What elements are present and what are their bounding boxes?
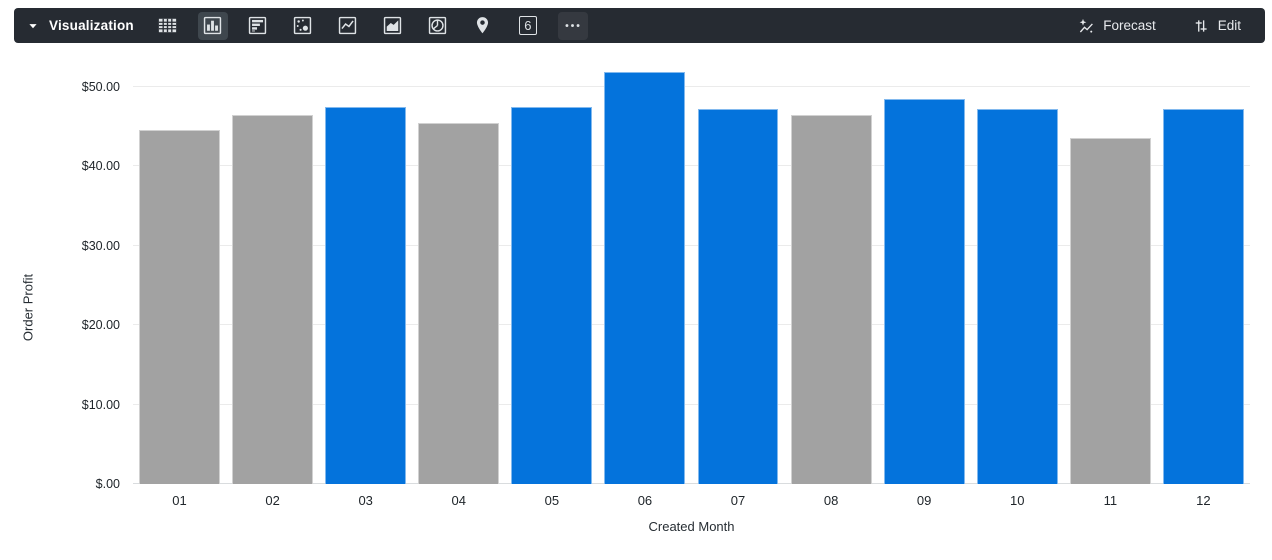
column-chart-icon (204, 16, 222, 35)
x-tick-label: 08 (823, 493, 839, 508)
gridline (133, 244, 1250, 246)
gridline (133, 403, 1250, 405)
bar-slot (505, 47, 598, 484)
y-tick-label: $40.00 (81, 159, 120, 174)
viz-type-line-chart-button[interactable] (333, 12, 363, 40)
bar-01[interactable] (139, 130, 221, 484)
x-tick-label: 05 (544, 493, 560, 508)
edit-button[interactable]: Edit (1192, 17, 1241, 35)
map-pin-icon (477, 17, 489, 34)
x-axis-title: Created Month (648, 519, 735, 534)
y-tick-label: $30.00 (81, 238, 120, 253)
x-tick-label: 07 (730, 493, 746, 508)
bar-05[interactable] (511, 106, 593, 484)
x-tick-label: 09 (916, 493, 932, 508)
x-tick-label: 01 (172, 493, 187, 508)
toolbar-actions: Forecast Edit (1077, 17, 1265, 35)
viz-type-map-button[interactable] (468, 12, 498, 40)
forecast-button[interactable]: Forecast (1077, 17, 1156, 35)
bar-chart-icon (249, 16, 267, 35)
gridline (133, 324, 1250, 326)
more-viz-types-button[interactable] (557, 11, 588, 40)
bar-12[interactable] (1162, 108, 1244, 484)
bar-slot (971, 47, 1064, 484)
toolbar-title: Visualization (49, 18, 134, 33)
x-tick-label: 02 (265, 493, 280, 508)
bar-02[interactable] (232, 115, 314, 484)
table-icon (159, 18, 177, 33)
bar-07[interactable] (697, 108, 779, 484)
bar-slot (133, 47, 226, 484)
y-axis-title: Order Profit (20, 273, 36, 342)
y-tick-label: $.00 (95, 477, 120, 491)
gridline (133, 85, 1250, 87)
viz-type-area-chart-button[interactable] (378, 12, 408, 40)
y-tick-label: $10.00 (81, 397, 120, 412)
visualization-toolbar: Visualization (14, 8, 1265, 43)
y-tick-label: $20.00 (81, 318, 120, 333)
visualization-menu-toggle[interactable]: Visualization (14, 18, 134, 33)
bar-slot (1157, 47, 1250, 484)
x-tick-label: 04 (451, 493, 466, 508)
bar-slot (598, 47, 691, 484)
bar-slot (226, 47, 319, 484)
line-chart-icon (339, 16, 357, 35)
edit-label: Edit (1217, 18, 1241, 33)
scatter-plot-icon (294, 16, 312, 35)
viz-type-switcher: 6 (153, 11, 588, 40)
bar-08[interactable] (790, 114, 872, 484)
bar-03[interactable] (325, 106, 407, 484)
ellipsis-icon (565, 24, 580, 27)
sliders-icon (1195, 19, 1207, 32)
bar-04[interactable] (418, 123, 500, 484)
viz-type-single-value-button[interactable]: 6 (513, 12, 543, 40)
bars-row (133, 47, 1250, 484)
bar-slot (878, 47, 971, 484)
x-tick-label: 03 (358, 493, 373, 508)
x-tick-label: 06 (637, 493, 653, 508)
bar-10[interactable] (976, 108, 1058, 484)
gridline (133, 483, 1250, 484)
plot-area: $.00 $10.00 $20.00 $30.00 $40.00 $50.00 (82, 47, 1250, 491)
viz-type-scatter-button[interactable] (288, 12, 318, 40)
viz-type-pie-chart-button[interactable] (423, 12, 453, 40)
pie-chart-icon (429, 16, 447, 35)
y-tick-label: $50.00 (81, 79, 120, 94)
chart-area: Order Profit $.00 $10.00 $20.00 $30.00 $40.0… (0, 43, 1272, 560)
bar-slot (785, 47, 878, 484)
viz-type-bar-chart-button[interactable] (243, 12, 273, 40)
caret-down-icon (29, 23, 37, 28)
bar-11[interactable] (1069, 137, 1151, 484)
x-tick-label: 10 (1010, 493, 1025, 508)
x-tick-label: 11 (1103, 493, 1118, 508)
bar-06[interactable] (604, 71, 686, 484)
x-tick-row: 01 02 03 04 05 06 07 08 09 10 11 12 (133, 493, 1250, 508)
viz-type-column-chart-button[interactable] (197, 11, 228, 40)
bar-09[interactable] (883, 99, 965, 484)
bar-slot (412, 47, 505, 484)
viz-type-table-button[interactable] (153, 12, 183, 40)
area-chart-icon (384, 16, 402, 35)
bar-slot (691, 47, 784, 484)
gridline (133, 165, 1250, 167)
bar-slot (319, 47, 412, 484)
bar-slot (1064, 47, 1157, 484)
forecast-icon (1079, 18, 1094, 33)
single-value-icon: 6 (518, 16, 537, 35)
x-tick-label: 12 (1196, 493, 1211, 508)
forecast-label: Forecast (1103, 18, 1156, 33)
